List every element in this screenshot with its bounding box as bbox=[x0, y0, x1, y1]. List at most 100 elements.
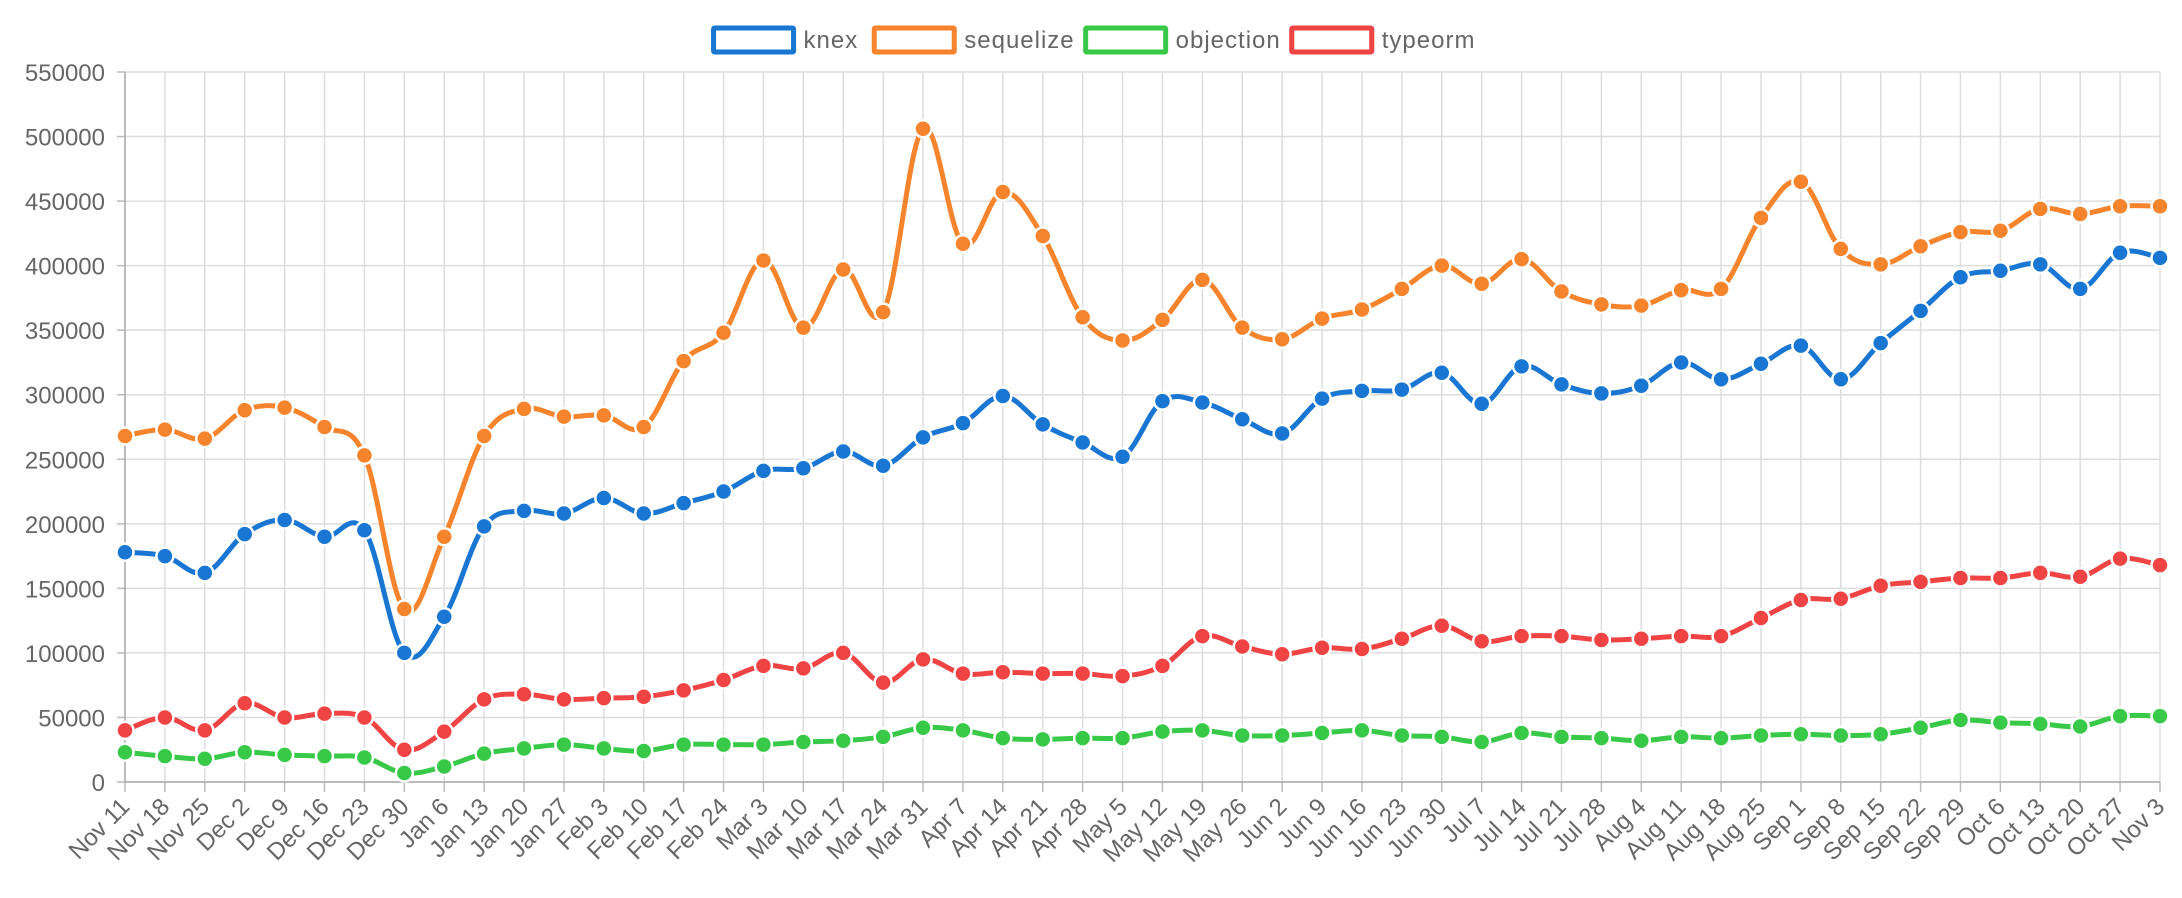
data-point-typeorm[interactable] bbox=[554, 689, 574, 710]
data-point-knex[interactable] bbox=[394, 643, 415, 663]
data-point-objection[interactable] bbox=[234, 742, 255, 763]
data-point-objection[interactable] bbox=[2030, 714, 2051, 734]
data-point-knex[interactable] bbox=[1751, 353, 1771, 374]
data-point-typeorm[interactable] bbox=[673, 680, 694, 701]
data-point-sequelize[interactable] bbox=[2150, 196, 2170, 217]
data-point-typeorm[interactable] bbox=[1831, 588, 1851, 609]
data-point-knex[interactable] bbox=[1192, 392, 1213, 413]
data-point-knex[interactable] bbox=[1232, 409, 1253, 430]
data-point-objection[interactable] bbox=[1352, 720, 1372, 741]
data-point-sequelize[interactable] bbox=[1910, 236, 1931, 257]
data-point-knex[interactable] bbox=[514, 501, 534, 521]
data-point-objection[interactable] bbox=[1112, 728, 1133, 748]
data-point-sequelize[interactable] bbox=[594, 405, 614, 426]
data-point-objection[interactable] bbox=[1910, 718, 1931, 738]
data-point-typeorm[interactable] bbox=[1751, 608, 1771, 628]
data-point-typeorm[interactable] bbox=[633, 687, 654, 707]
data-point-typeorm[interactable] bbox=[1112, 666, 1133, 686]
data-point-knex[interactable] bbox=[1631, 375, 1652, 396]
data-point-typeorm[interactable] bbox=[594, 688, 614, 708]
data-point-typeorm[interactable] bbox=[873, 672, 893, 693]
data-point-objection[interactable] bbox=[673, 734, 694, 755]
data-point-knex[interactable] bbox=[2110, 242, 2130, 263]
data-point-sequelize[interactable] bbox=[1272, 329, 1292, 349]
data-point-knex[interactable] bbox=[1072, 432, 1093, 453]
data-point-knex[interactable] bbox=[354, 520, 375, 541]
data-point-knex[interactable] bbox=[1711, 369, 1731, 389]
data-point-sequelize[interactable] bbox=[1671, 280, 1691, 300]
data-point-sequelize[interactable] bbox=[1870, 254, 1891, 275]
data-point-objection[interactable] bbox=[434, 756, 454, 777]
data-point-knex[interactable] bbox=[873, 455, 893, 476]
data-point-knex[interactable] bbox=[314, 526, 335, 547]
data-point-typeorm[interactable] bbox=[2070, 566, 2090, 587]
data-point-sequelize[interactable] bbox=[234, 400, 255, 420]
data-point-sequelize[interactable] bbox=[394, 599, 415, 619]
data-point-sequelize[interactable] bbox=[474, 426, 494, 446]
data-point-knex[interactable] bbox=[2150, 248, 2170, 268]
data-point-knex[interactable] bbox=[633, 503, 654, 524]
data-point-objection[interactable] bbox=[1232, 725, 1253, 746]
data-point-sequelize[interactable] bbox=[753, 250, 774, 271]
data-point-typeorm[interactable] bbox=[953, 663, 973, 684]
data-point-objection[interactable] bbox=[1032, 729, 1053, 750]
data-point-knex[interactable] bbox=[1831, 369, 1851, 389]
data-point-objection[interactable] bbox=[873, 727, 893, 747]
data-point-typeorm[interactable] bbox=[354, 707, 375, 728]
data-point-objection[interactable] bbox=[1511, 723, 1532, 743]
data-point-sequelize[interactable] bbox=[1192, 270, 1213, 290]
data-point-typeorm[interactable] bbox=[993, 662, 1013, 683]
data-point-knex[interactable] bbox=[434, 607, 454, 627]
data-point-typeorm[interactable] bbox=[753, 656, 774, 676]
data-point-knex[interactable] bbox=[1551, 374, 1572, 395]
data-point-typeorm[interactable] bbox=[1990, 568, 2011, 588]
data-point-sequelize[interactable] bbox=[1432, 255, 1452, 276]
data-point-objection[interactable] bbox=[1312, 723, 1332, 743]
data-point-sequelize[interactable] bbox=[1791, 171, 1811, 192]
data-point-typeorm[interactable] bbox=[2110, 548, 2130, 569]
data-point-typeorm[interactable] bbox=[394, 739, 415, 760]
data-point-typeorm[interactable] bbox=[1192, 626, 1213, 646]
data-point-sequelize[interactable] bbox=[2110, 196, 2130, 217]
data-point-objection[interactable] bbox=[1392, 725, 1412, 746]
data-point-objection[interactable] bbox=[633, 741, 654, 761]
data-point-sequelize[interactable] bbox=[354, 445, 375, 466]
data-point-knex[interactable] bbox=[594, 488, 614, 508]
data-point-objection[interactable] bbox=[1152, 721, 1173, 742]
data-point-knex[interactable] bbox=[115, 542, 135, 562]
data-point-objection[interactable] bbox=[274, 745, 295, 765]
data-point-objection[interactable] bbox=[2070, 716, 2090, 737]
data-point-knex[interactable] bbox=[793, 458, 814, 479]
data-point-objection[interactable] bbox=[1791, 724, 1811, 744]
data-point-typeorm[interactable] bbox=[1950, 568, 1971, 588]
data-point-sequelize[interactable] bbox=[913, 119, 933, 139]
data-point-sequelize[interactable] bbox=[1831, 239, 1851, 259]
data-point-sequelize[interactable] bbox=[1551, 281, 1572, 302]
data-point-sequelize[interactable] bbox=[115, 426, 135, 446]
data-point-objection[interactable] bbox=[1950, 710, 1971, 730]
data-point-typeorm[interactable] bbox=[1272, 644, 1292, 664]
data-point-objection[interactable] bbox=[594, 738, 614, 759]
data-point-typeorm[interactable] bbox=[2150, 555, 2170, 575]
data-point-typeorm[interactable] bbox=[1352, 639, 1372, 659]
data-point-knex[interactable] bbox=[1471, 394, 1492, 414]
data-point-typeorm[interactable] bbox=[1711, 626, 1731, 646]
data-point-sequelize[interactable] bbox=[633, 417, 654, 437]
data-point-knex[interactable] bbox=[1870, 333, 1891, 353]
legend-item-objection[interactable]: objection bbox=[1083, 25, 1281, 55]
data-point-objection[interactable] bbox=[913, 718, 933, 738]
data-point-knex[interactable] bbox=[155, 546, 175, 566]
data-point-knex[interactable] bbox=[1152, 391, 1173, 411]
data-point-objection[interactable] bbox=[155, 746, 175, 766]
data-point-knex[interactable] bbox=[1990, 261, 2011, 281]
data-point-objection[interactable] bbox=[1072, 728, 1093, 748]
data-point-typeorm[interactable] bbox=[1631, 628, 1652, 649]
data-point-sequelize[interactable] bbox=[1591, 294, 1612, 315]
data-point-typeorm[interactable] bbox=[1032, 663, 1053, 684]
data-point-typeorm[interactable] bbox=[155, 707, 175, 728]
data-point-objection[interactable] bbox=[1671, 727, 1691, 747]
data-point-typeorm[interactable] bbox=[793, 658, 814, 679]
data-point-sequelize[interactable] bbox=[873, 302, 893, 322]
data-point-knex[interactable] bbox=[1591, 383, 1612, 404]
legend-item-sequelize[interactable]: sequelize bbox=[871, 25, 1074, 55]
